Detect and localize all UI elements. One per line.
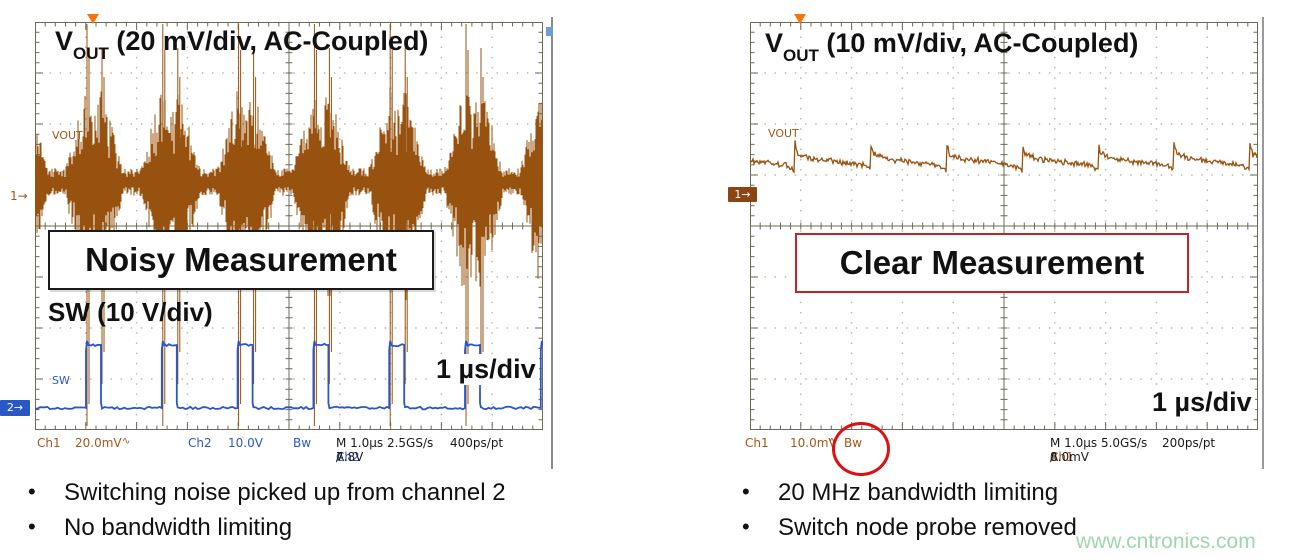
ch2-trigger-level-icon bbox=[546, 27, 553, 36]
trigger-position-icon bbox=[794, 14, 806, 24]
bullet-text: Switch node probe removed bbox=[778, 514, 1077, 541]
bw-highlight-circle bbox=[832, 422, 890, 476]
ch2-scale: 10.0V bbox=[228, 436, 263, 450]
right-ch1-marker: 1→ bbox=[728, 187, 757, 202]
vout-symbol: V bbox=[765, 28, 784, 58]
trigger-source: Ch2 bbox=[336, 450, 360, 464]
noisy-measurement-callout: Noisy Measurement bbox=[48, 230, 434, 290]
bullet-icon: • bbox=[742, 514, 750, 539]
ch1-scale: 20.0mV bbox=[75, 436, 122, 450]
ch2-label: Ch2 bbox=[188, 436, 212, 450]
bullet-icon: • bbox=[28, 514, 36, 539]
trigger-slope-icon: ∕ bbox=[336, 450, 341, 464]
screenshot-edge bbox=[1262, 17, 1264, 469]
left-sw-trace-label: SW bbox=[52, 374, 70, 387]
right-waveform-plot bbox=[750, 22, 1258, 430]
bullet-text: No bandwidth limiting bbox=[64, 514, 293, 541]
left-bullet-list: • Switching noise picked up from channel … bbox=[28, 479, 688, 549]
right-vout-trace-label: VOUT bbox=[768, 127, 799, 140]
resolution-readout: 200ps/pt bbox=[1162, 436, 1216, 450]
vout-scale-text: (10 mV/div, AC-Coupled) bbox=[818, 28, 1139, 58]
left-timebase-annotation: 1 µs/div bbox=[433, 354, 539, 385]
left-vout-annotation: VOUT (20 mV/div, AC-Coupled) bbox=[55, 26, 429, 64]
left-ch1-marker: 1→ bbox=[10, 189, 28, 203]
bullet-icon: • bbox=[28, 479, 36, 504]
right-vout-annotation: VOUT (10 mV/div, AC-Coupled) bbox=[765, 28, 1139, 66]
screenshot-edge bbox=[551, 17, 553, 469]
vout-scale-text: (20 mV/div, AC-Coupled) bbox=[108, 26, 429, 56]
clear-measurement-text: Clear Measurement bbox=[839, 244, 1145, 281]
right-scope-capture: VOUT (10 mV/div, AC-Coupled) VOUT 1→ Cle… bbox=[725, 5, 1270, 476]
vout-symbol: V bbox=[55, 26, 74, 56]
bullet-text: Switching noise picked up from channel 2 bbox=[64, 479, 506, 506]
trigger-a-label: A bbox=[1050, 450, 1059, 464]
left-waveform-plot bbox=[35, 22, 543, 430]
bullet-text: 20 MHz bandwidth limiting bbox=[778, 479, 1059, 506]
resolution-readout: 400ps/pt bbox=[450, 436, 504, 450]
timebase-readout: M 1.0µs 5.0GS/s bbox=[1050, 436, 1148, 450]
trigger-slope-icon: ∕ bbox=[1050, 450, 1055, 464]
left-scope-capture: VOUT (20 mV/div, AC-Coupled) VOUT 1→ Noi… bbox=[0, 5, 555, 473]
right-bullet-list: • 20 MHz bandwidth limiting • Switch node … bbox=[742, 479, 1282, 549]
ch1-label: Ch1 bbox=[37, 436, 61, 450]
list-item: • 20 MHz bandwidth limiting bbox=[742, 479, 1282, 507]
list-item: • Switch node probe removed bbox=[742, 514, 1282, 542]
trigger-a-label: A bbox=[336, 450, 345, 464]
bandwidth-indicator: Bw bbox=[293, 436, 312, 450]
noisy-measurement-text: Noisy Measurement bbox=[85, 241, 397, 278]
left-vout-trace-label: VOUT bbox=[52, 129, 83, 142]
list-item: • Switching noise picked up from channel … bbox=[28, 479, 688, 507]
trigger-position-icon bbox=[87, 14, 99, 24]
right-waveform-svg bbox=[750, 22, 1258, 430]
right-timebase-annotation: 1 µs/div bbox=[1149, 387, 1255, 418]
left-status-bar: Ch1 20.0mV ∿ Ch2 10.0V Bw M 1.0µs 2.5GS/… bbox=[10, 436, 555, 468]
left-waveform-svg bbox=[35, 22, 543, 430]
sw-scale-annotation: SW (10 V/div) bbox=[48, 297, 213, 327]
ch1-label: Ch1 bbox=[745, 436, 769, 450]
vout-subscript: OUT bbox=[73, 44, 109, 64]
timebase-readout: M 1.0µs 2.5GS/s bbox=[336, 436, 434, 450]
trigger-source: Ch1 bbox=[1050, 450, 1074, 464]
watermark: www.cntronics.com bbox=[1076, 530, 1256, 553]
clear-measurement-callout: Clear Measurement bbox=[795, 233, 1189, 293]
ch1-coupling-icon: ∿ bbox=[122, 436, 131, 447]
list-item: • No bandwidth limiting bbox=[28, 514, 688, 542]
ch1-scale: 10.0mV bbox=[790, 436, 837, 450]
trigger-level: 8.0mV bbox=[1050, 450, 1089, 464]
trigger-level: 7.8V bbox=[336, 450, 364, 464]
left-ch2-marker: 2→ bbox=[0, 400, 30, 416]
vout-subscript: OUT bbox=[783, 46, 819, 66]
right-status-bar: Ch1 10.0mV ∿ Bw M 1.0µs 5.0GS/s 200ps/pt… bbox=[725, 436, 1270, 468]
bullet-icon: • bbox=[742, 479, 750, 504]
